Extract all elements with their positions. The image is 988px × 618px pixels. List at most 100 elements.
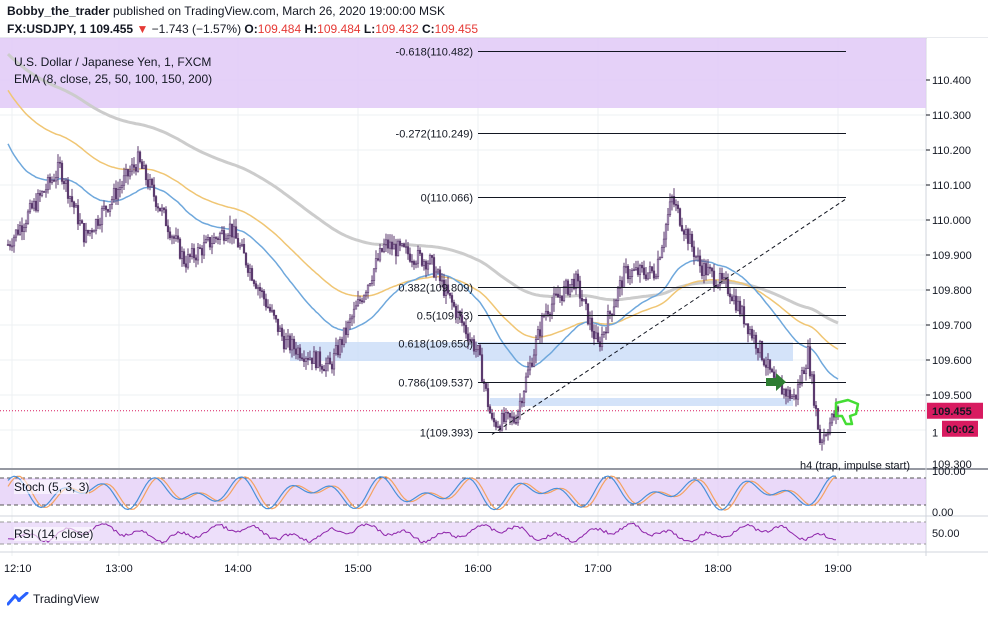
candle-body: [468, 339, 472, 342]
tradingview-logo-icon: [7, 592, 29, 606]
fib-label: 0.618(109.650): [398, 339, 473, 351]
candle-body: [122, 175, 126, 186]
candle-body: [298, 347, 302, 359]
candle-body: [666, 214, 670, 225]
candle-body: [382, 244, 386, 252]
candle-body: [374, 258, 378, 270]
candle-body: [378, 248, 382, 261]
candle-body: [456, 311, 460, 318]
candle-body: [730, 296, 734, 302]
fibonacci-levels: -0.618(110.482) -0.272(110.249) 0(110.066)…: [0, 47, 926, 440]
candle-body: [684, 229, 688, 235]
price-tick-clipped: 109.300: [932, 459, 972, 471]
candle-body: [234, 226, 238, 239]
candle-body: [416, 250, 420, 264]
candle-body: [86, 229, 90, 234]
price-tick-clipped: 1: [932, 427, 938, 439]
candle-body: [128, 170, 132, 177]
candle-body: [66, 179, 70, 199]
candle-body: [488, 406, 492, 414]
candle-body: [760, 340, 764, 360]
candle-body: [578, 280, 582, 299]
fib-label: 1(109.393): [420, 428, 473, 440]
candle-body: [184, 263, 188, 268]
candle-body: [150, 178, 154, 186]
candle-body: [808, 346, 812, 377]
candle-body: [642, 267, 646, 276]
candle-body: [284, 339, 288, 350]
candle-body: [706, 266, 710, 276]
candle-body: [24, 222, 28, 228]
candle-body: [144, 165, 148, 181]
price-tick: 109.600: [932, 355, 972, 367]
candle-body: [212, 237, 216, 244]
candle-body: [260, 290, 264, 292]
candle-body: [180, 251, 184, 259]
candle-body: [644, 274, 648, 280]
candle-body: [632, 269, 636, 271]
fib-trendline: [491, 198, 847, 435]
candle-body: [268, 307, 272, 312]
rsi-title[interactable]: RSI (14, close): [14, 527, 94, 541]
stoch-title[interactable]: Stoch (5, 3, 3): [14, 480, 90, 494]
candle-body: [630, 269, 634, 277]
candle-body: [388, 241, 392, 249]
candle-body: [330, 363, 334, 370]
candle-body: [52, 179, 56, 182]
candle-body: [314, 351, 318, 369]
candle-body: [344, 327, 348, 335]
candle-body: [476, 345, 480, 351]
candle-body: [520, 400, 524, 404]
candle-body: [320, 366, 324, 370]
candle-body: [6, 244, 10, 246]
candle-body: [430, 255, 434, 258]
candle-body: [682, 230, 686, 235]
indicator-legend[interactable]: EMA (8, close, 25, 50, 100, 150, 200): [14, 72, 213, 86]
candle-body: [202, 242, 206, 256]
candle-body: [224, 238, 228, 241]
candle-body: [466, 333, 470, 342]
candle-body: [826, 432, 830, 436]
candle-body: [228, 223, 232, 237]
candle-body: [206, 237, 210, 240]
candle-body: [818, 428, 822, 444]
candle-body: [88, 230, 92, 234]
price-tick: 110.300: [932, 110, 971, 122]
candle-body: [282, 335, 286, 350]
candle-body: [34, 200, 38, 211]
candle-body: [360, 300, 364, 303]
candle-body: [280, 327, 284, 337]
candle-body: [562, 286, 566, 301]
candle-body: [754, 334, 758, 349]
annotation-label: h4 (trap, impulse start): [800, 460, 910, 472]
candle-body: [36, 193, 40, 211]
candle-body: [676, 204, 680, 209]
candle-body: [526, 369, 530, 378]
candle-body: [56, 161, 60, 178]
candle-body: [372, 268, 376, 281]
candle-body: [656, 258, 660, 277]
candle-body: [404, 246, 408, 248]
candle-body: [340, 339, 344, 345]
candle-body: [240, 244, 244, 247]
author[interactable]: Bobby_the_trader: [7, 4, 110, 18]
candle-body: [354, 305, 358, 310]
candle-body: [654, 276, 658, 279]
candle-body: [140, 161, 144, 169]
candle-body: [288, 335, 292, 351]
candle-body: [248, 268, 252, 273]
candle-body: [558, 295, 562, 298]
candle-body: [508, 412, 512, 418]
candle-body: [458, 311, 462, 316]
candle-body: [274, 315, 278, 320]
candle-body: [84, 229, 88, 243]
candle-body: [258, 287, 262, 291]
footer-brand[interactable]: TradingView: [7, 592, 99, 606]
candle-body: [242, 244, 246, 254]
candle-body: [196, 247, 200, 261]
candle-body: [788, 389, 792, 399]
candle-body: [368, 283, 372, 286]
candle-body: [166, 225, 170, 233]
candle-body: [442, 279, 446, 296]
